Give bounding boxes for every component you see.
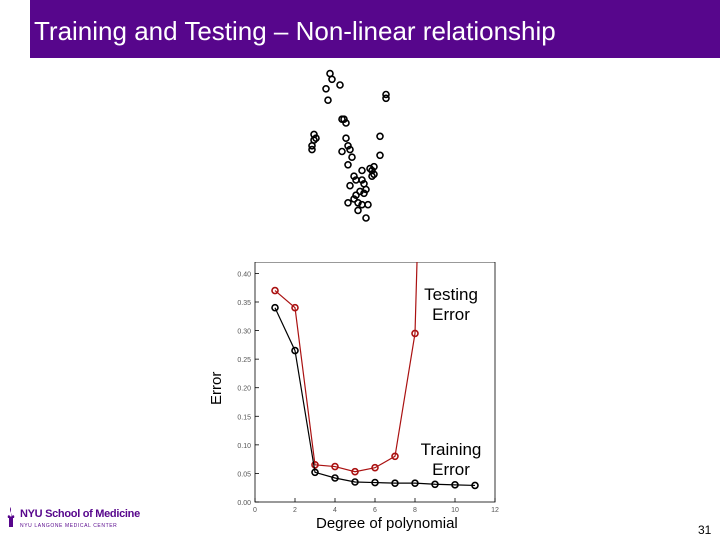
scatter-point-30	[364, 200, 372, 209]
scatter-point-2	[322, 84, 330, 93]
testing-error-label: Testing Error	[412, 285, 490, 325]
x-tick-label-5: 10	[451, 507, 459, 514]
scatter-point-9	[338, 147, 346, 156]
scatter-point-44	[312, 134, 320, 142]
scatter-point-26	[344, 199, 352, 207]
x-tick-label-4: 8	[413, 507, 417, 514]
testing-error-point-2	[311, 461, 319, 469]
scatter-point-12	[348, 153, 356, 161]
error-plot: 0.00 0.05 0.10 0.15 0.20 0.25 0.30 0.35 0.40 0 2 4 6…	[237, 262, 499, 514]
training-error-label: Training Error	[412, 440, 490, 480]
testing-label-line1: Testing	[424, 285, 478, 304]
scatter-point-10	[344, 142, 352, 150]
page-number: 31	[698, 523, 712, 537]
scatter-point-19	[354, 206, 362, 215]
scatter-point-16	[350, 195, 358, 203]
training-error-point-5	[371, 478, 379, 487]
scatter-point-6	[340, 115, 348, 124]
training-error-line	[274, 307, 476, 487]
title-bar: Training and Testing – Non-linear relati…	[0, 0, 720, 58]
x-tick-label-1: 2	[293, 507, 297, 514]
scatter-point-25	[346, 181, 354, 190]
scatter-point-43	[310, 130, 318, 139]
testing-error-point-6	[391, 452, 399, 461]
x-tick-label-3: 6	[373, 507, 377, 514]
testing-label-line2: Error	[432, 305, 470, 324]
testing-error-point-5	[371, 463, 379, 472]
scatter-point-37	[376, 151, 384, 160]
scatter-point-17	[352, 191, 360, 199]
x-tick-label-0: 0	[253, 507, 257, 514]
training-error-point-1	[291, 346, 299, 355]
scatter-point-33	[370, 162, 378, 171]
x-tick-label-6: 12	[491, 507, 499, 514]
scatter-point-3	[324, 96, 332, 105]
scatter-point-13	[344, 161, 352, 169]
scatter-point-41	[308, 142, 316, 150]
y-tick-label-5: 0.25	[237, 357, 251, 364]
training-error-point-4	[351, 478, 359, 486]
training-error-point-8	[431, 480, 439, 489]
scatter-point-23	[360, 189, 368, 198]
nyu-logo: NYU School of Medicine NYU LANGONE MEDIC…	[4, 506, 140, 536]
scatter-point-31	[366, 164, 374, 173]
scatter-point-35	[368, 172, 376, 180]
scatter-point-27	[362, 214, 370, 222]
scatter-point-1	[328, 75, 336, 84]
testing-error-point-7	[411, 329, 419, 338]
testing-error-point-1	[291, 303, 299, 312]
testing-error-point-3	[331, 462, 339, 471]
scatter-point-39	[382, 94, 390, 103]
y-tick-label-1: 0.05	[237, 471, 251, 478]
y-tick-label-2: 0.10	[237, 443, 251, 450]
y-axis-label: Error	[208, 371, 225, 405]
training-label-line2: Error	[432, 460, 470, 479]
scatter-point-11	[346, 145, 354, 154]
scatter-point-14	[350, 172, 358, 180]
y-tick-label-0: 0.00	[237, 500, 251, 507]
y-tick-label-3: 0.15	[237, 414, 251, 421]
y-tick-label-6: 0.30	[237, 329, 251, 336]
training-error-point-0	[271, 303, 279, 312]
slide-title: Training and Testing – Non-linear relati…	[34, 16, 556, 46]
scatter-plot	[308, 69, 390, 222]
y-tick-label-8: 0.40	[237, 271, 251, 278]
scatter-point-7	[342, 119, 350, 127]
logo-subtext: NYU LANGONE MEDICAL CENTER	[20, 523, 118, 529]
scatter-point-38	[382, 90, 390, 99]
training-error-point-6	[391, 479, 399, 487]
y-tick-label-7: 0.35	[237, 300, 251, 307]
logo-name: NYU School of Medicine	[20, 508, 140, 520]
scatter-point-22	[358, 166, 366, 175]
training-error-point-7	[411, 479, 419, 487]
training-label-line1: Training	[420, 440, 482, 459]
training-error-point-10	[471, 481, 479, 490]
x-tick-label-2: 4	[333, 507, 337, 514]
scatter-point-8	[342, 134, 350, 142]
y-tick-label-4: 0.20	[237, 386, 251, 393]
training-error-point-2	[311, 468, 319, 477]
scatter-point-18	[354, 199, 362, 207]
scatter-point-34	[370, 170, 378, 179]
scatter-point-42	[308, 145, 316, 154]
scatter-point-4	[336, 81, 344, 89]
scatter-point-36	[376, 132, 384, 141]
testing-error-line	[274, 262, 418, 473]
testing-error-point-4	[351, 467, 359, 476]
x-axis-label: Degree of polynomial	[316, 515, 458, 532]
training-error-point-9	[451, 481, 459, 489]
scatter-point-29	[360, 180, 368, 188]
testing-error-point-0	[271, 286, 279, 295]
training-error-point-3	[331, 474, 339, 482]
scatter-point-21	[358, 176, 366, 184]
torch-icon	[7, 507, 15, 527]
title-bar-edge	[0, 0, 30, 58]
